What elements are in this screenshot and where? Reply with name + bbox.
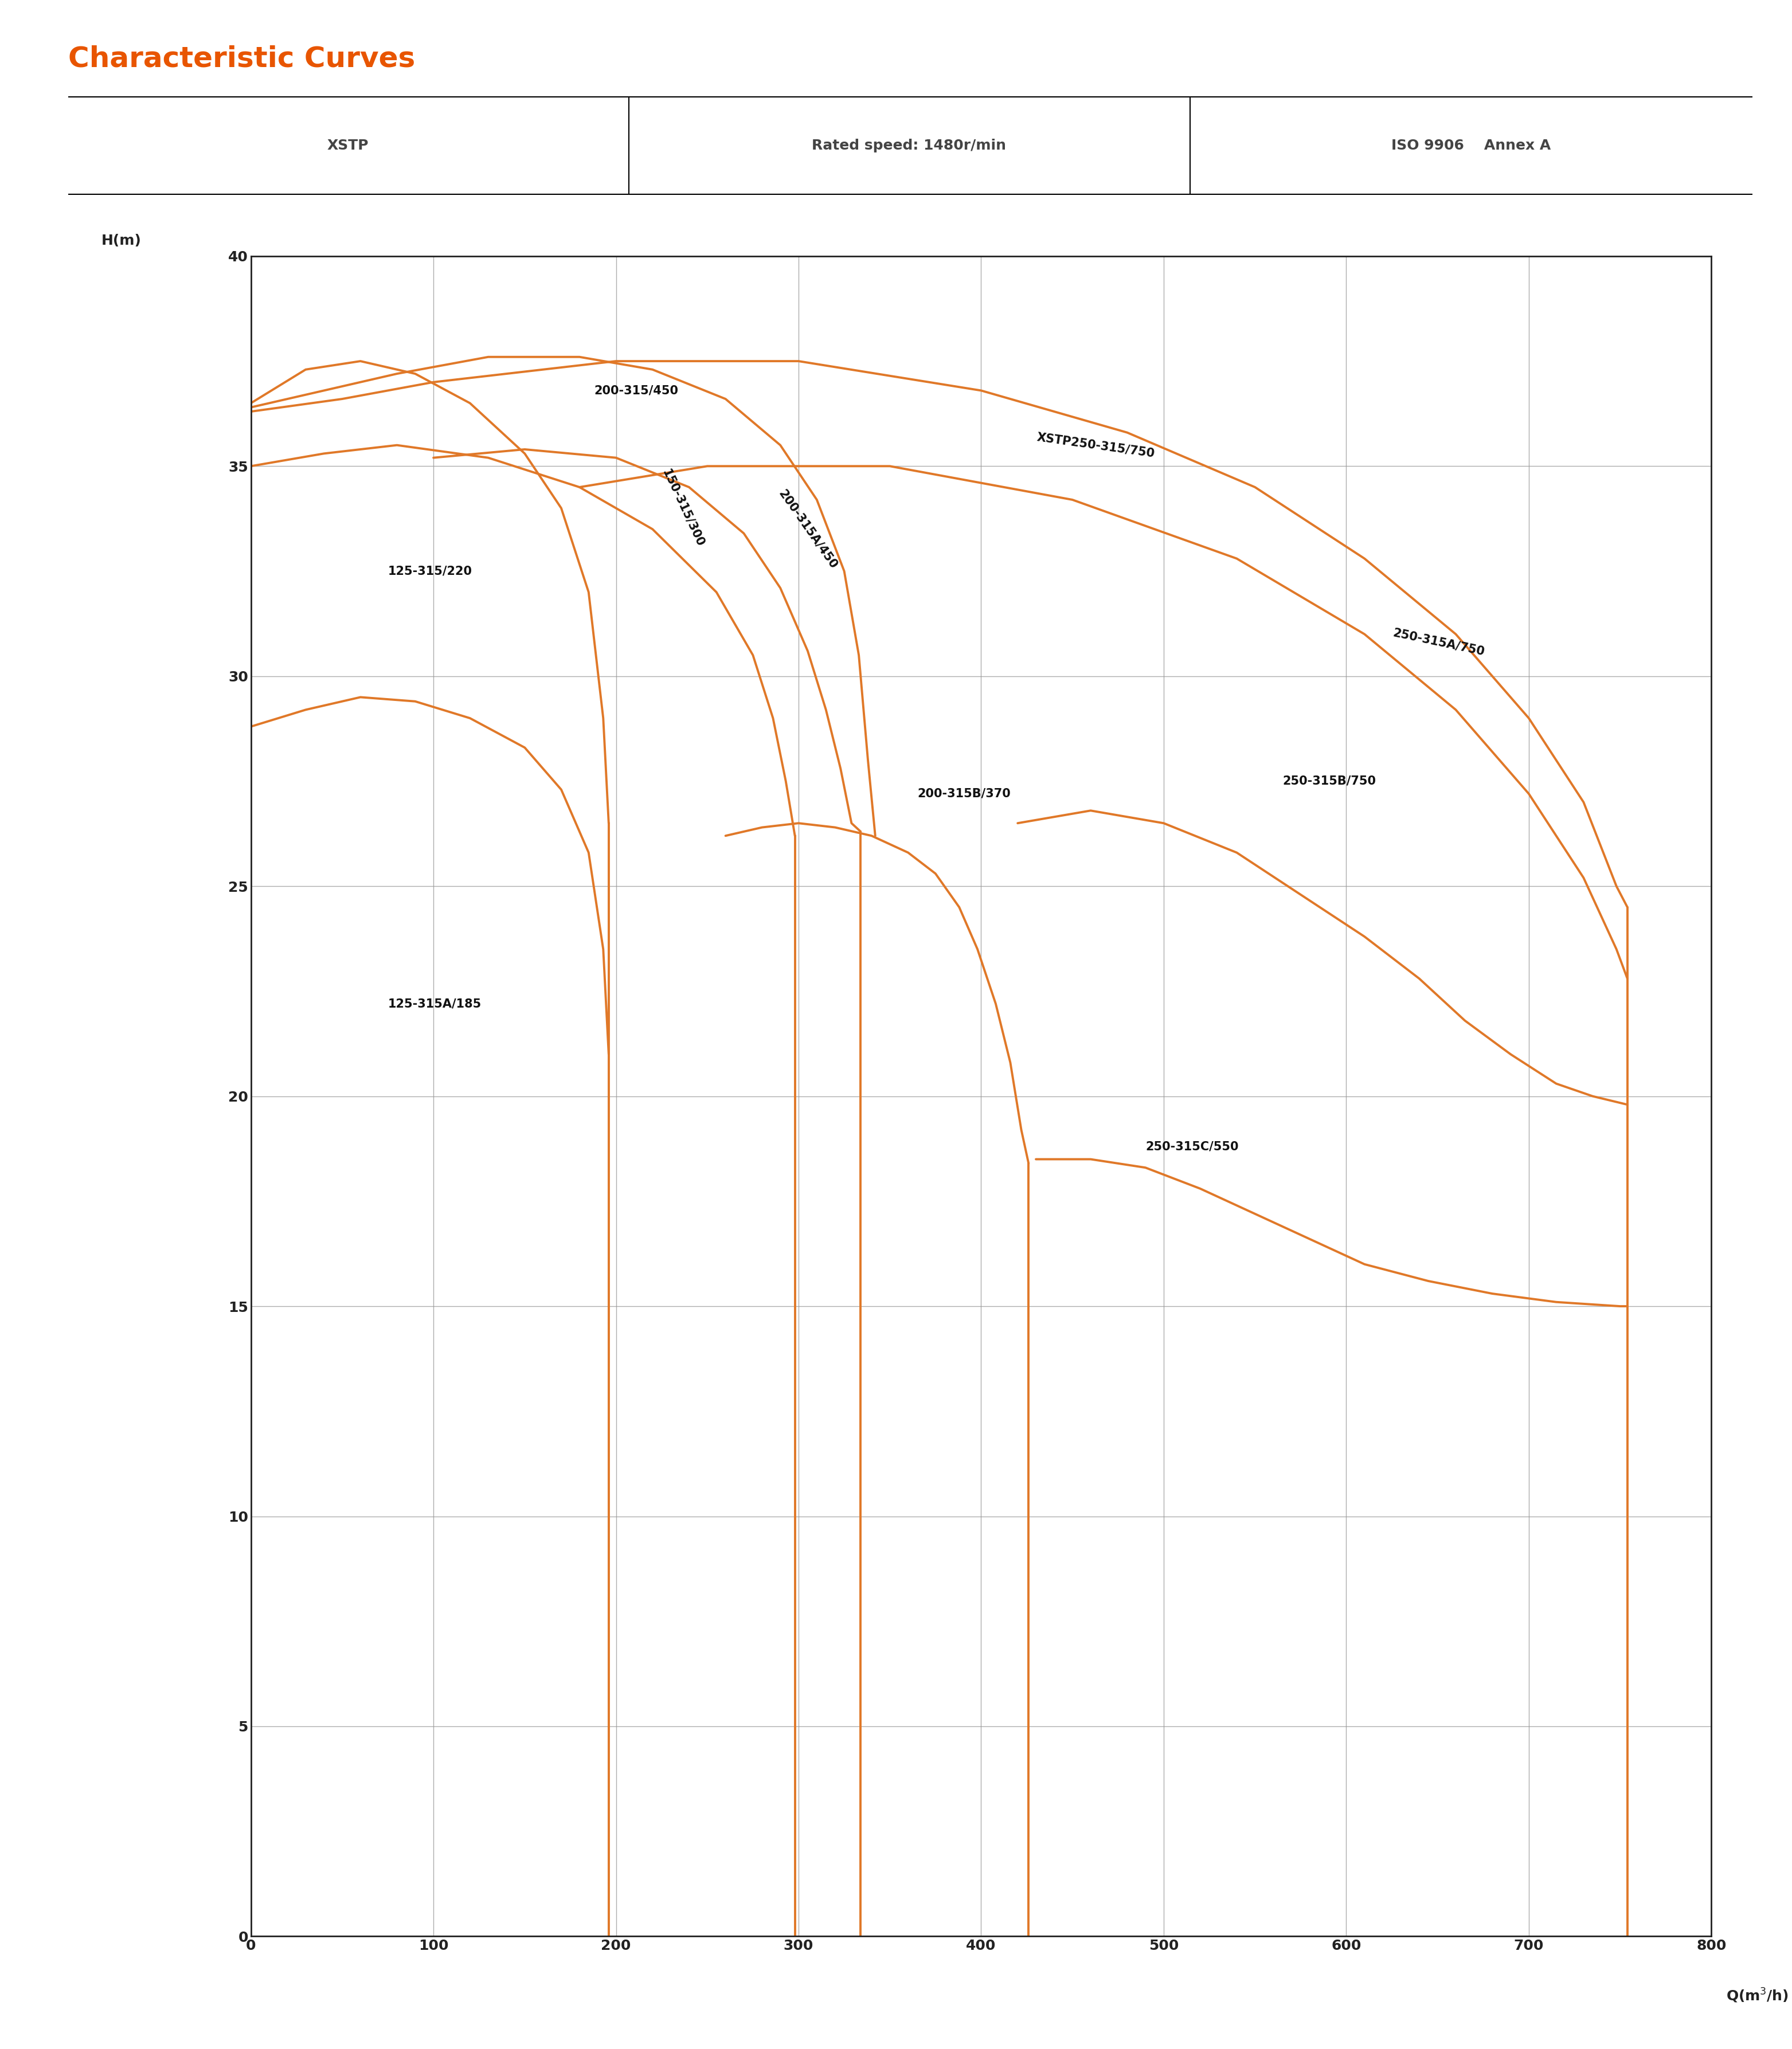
Text: Q(m$^3$/h): Q(m$^3$/h): [1726, 1988, 1788, 2004]
Text: 250-315C/550: 250-315C/550: [1145, 1141, 1238, 1152]
Text: Characteristic Curves: Characteristic Curves: [68, 45, 416, 72]
Text: XSTP250-315/750: XSTP250-315/750: [1036, 430, 1156, 459]
Text: XSTP: XSTP: [326, 139, 369, 152]
Text: 150-315/300: 150-315/300: [659, 467, 706, 549]
Text: ISO 9906    Annex A: ISO 9906 Annex A: [1392, 139, 1552, 152]
Text: 200-315B/370: 200-315B/370: [918, 789, 1011, 799]
Text: H(m): H(m): [102, 234, 142, 248]
Text: 200-315A/450: 200-315A/450: [776, 488, 840, 572]
Text: 125-315/220: 125-315/220: [387, 566, 471, 578]
Text: 250-315B/750: 250-315B/750: [1283, 775, 1376, 787]
Text: 125-315A/185: 125-315A/185: [387, 998, 482, 1010]
Text: 200-315/450: 200-315/450: [595, 385, 679, 395]
Text: Rated speed: 1480r/min: Rated speed: 1480r/min: [812, 139, 1005, 152]
Text: 250-315A/750: 250-315A/750: [1392, 627, 1486, 658]
